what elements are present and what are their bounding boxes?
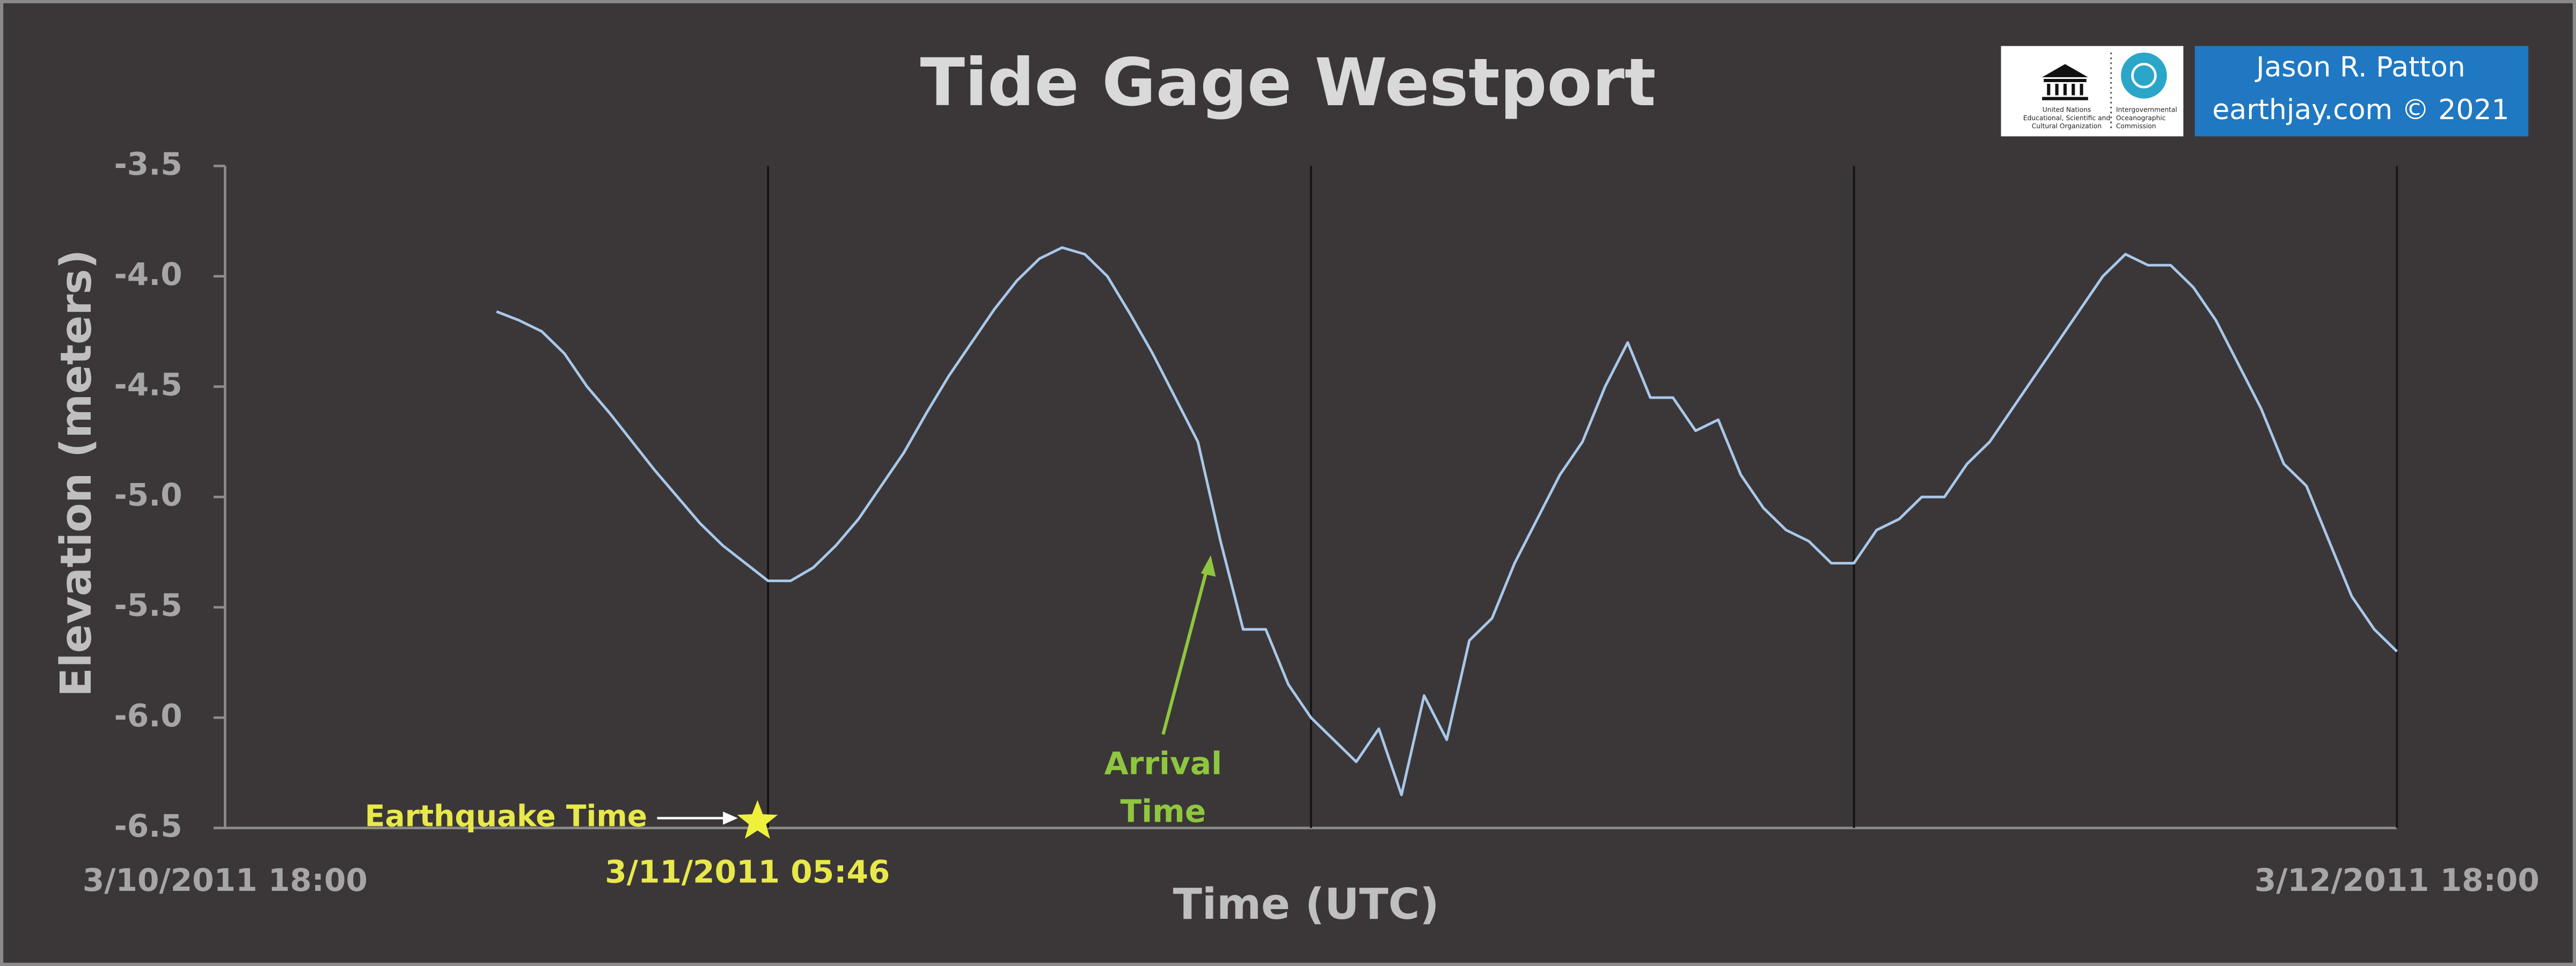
- earthquake-arrowhead: [723, 811, 738, 825]
- event-time: 3/11/2011 05:46: [605, 854, 890, 890]
- logo-text: United Nations: [2043, 106, 2091, 114]
- arrival-arrowhead: [1201, 555, 1216, 577]
- logo-text: Intergovernmental: [2116, 106, 2177, 114]
- logo-text: Oceanographic: [2116, 114, 2166, 122]
- arrival-label: Time: [1121, 793, 1206, 829]
- author: Jason R. Patton: [2255, 52, 2465, 84]
- logo-text: Commission: [2116, 122, 2156, 130]
- ioc-icon-ring: [2131, 63, 2157, 89]
- y-tick-label: -6.0: [114, 697, 182, 734]
- earthquake-label: Earthquake Time: [365, 799, 647, 833]
- arrival-arrow: [1161, 566, 1209, 735]
- data-line: [496, 246, 2398, 796]
- y-tick-label: -4.0: [114, 256, 182, 292]
- author-box: [2194, 46, 2529, 137]
- x-axis-label: Time (UTC): [1173, 879, 1439, 929]
- unesco-icon: [2042, 64, 2088, 100]
- y-tick-label: -5.5: [114, 587, 182, 624]
- chart-title: Tide Gage Westport: [920, 44, 1656, 121]
- ioc-icon: [2121, 52, 2167, 99]
- logo-text: Cultural Organization: [2032, 122, 2102, 130]
- arrival-label: Arrival: [1104, 745, 1222, 782]
- logo-text: Educational, Scientific and: [2023, 114, 2110, 122]
- y-tick-label: -3.5: [114, 145, 182, 182]
- site: earthjay.com © 2021: [2212, 94, 2509, 126]
- logo-block: United Nations Educational, Scientific a…: [2001, 46, 2529, 137]
- y-tick-label: -4.5: [114, 367, 182, 403]
- earthquake-star: [737, 800, 778, 839]
- y-tick-label: -5.0: [114, 477, 182, 513]
- y-tick-label: -6.5: [114, 808, 182, 844]
- axes: -6.5 -6.0 -5.5 -5.0 -4.5 -4.0 -3.5 3/10/2011 18…: [83, 145, 2540, 898]
- x-tick-label: 3/12/2011 18:00: [2255, 862, 2540, 898]
- x-tick-label: 3/10/2011 18:00: [83, 862, 368, 898]
- y-axis-label: Elevation (meters): [51, 250, 101, 697]
